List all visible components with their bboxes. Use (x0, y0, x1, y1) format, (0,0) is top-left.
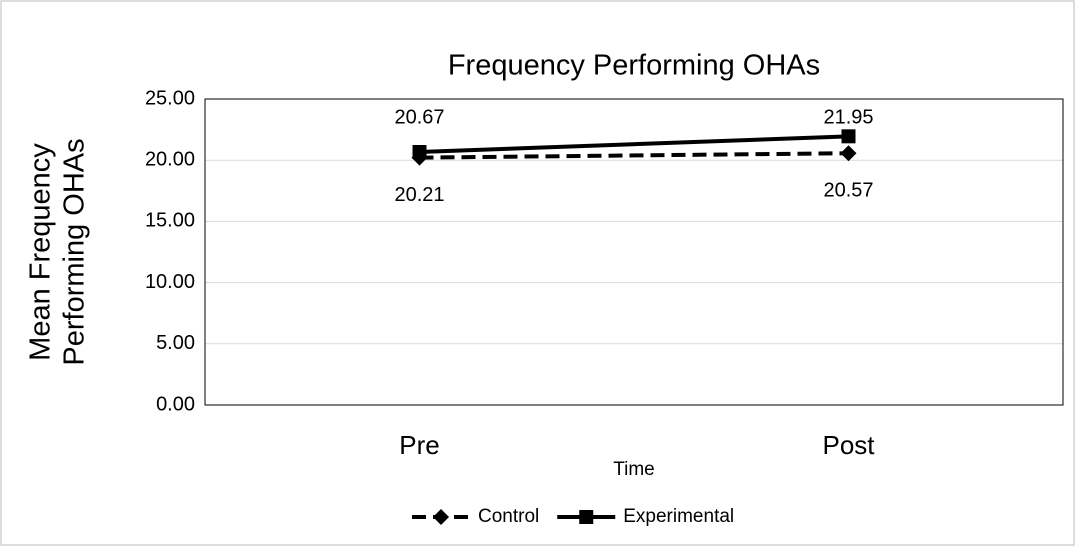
data-label: 21.95 (823, 106, 873, 128)
series-line (419, 134, 849, 154)
chart-title: Frequency Performing OHAs (448, 50, 820, 82)
x-tick-label: Pre (399, 430, 439, 460)
legend-label: Control (478, 506, 539, 527)
marker (841, 129, 856, 144)
marker (412, 144, 427, 159)
y-tick-label: 20.00 (145, 148, 195, 170)
x-tick-label: Post (822, 430, 875, 460)
legend-label: Experimental (623, 506, 734, 527)
y-axis-label: Mean Frequency (25, 143, 57, 361)
marker (840, 145, 857, 162)
data-label: 20.67 (394, 106, 444, 128)
y-axis-label: Performing OHAs (59, 138, 91, 365)
plot-frame (204, 98, 1064, 406)
series-line (419, 151, 849, 160)
y-tick-label: 0.00 (156, 393, 195, 415)
legend-marker (579, 510, 594, 524)
data-label: 20.57 (823, 180, 873, 202)
legend-marker (433, 509, 449, 525)
data-label: 20.21 (394, 184, 444, 206)
y-tick-label: 25.00 (145, 87, 195, 109)
y-tick-label: 15.00 (145, 210, 195, 232)
y-tick-label: 5.00 (156, 332, 195, 354)
x-axis-label: Time (613, 459, 655, 480)
y-tick-label: 10.00 (145, 271, 195, 293)
